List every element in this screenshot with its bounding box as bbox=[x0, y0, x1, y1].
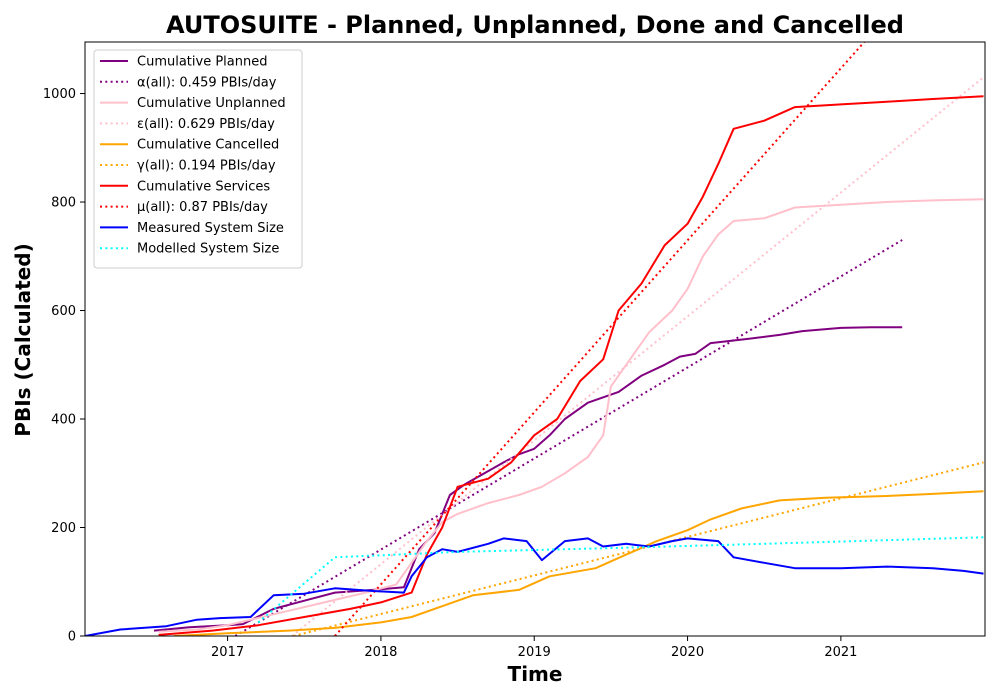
legend-label-4: ε(all): 0.629 PBIs/day bbox=[137, 117, 275, 132]
legend-label-2: α(all): 0.459 PBIs/day bbox=[137, 75, 277, 90]
y-tick-label-200: 200 bbox=[51, 521, 76, 536]
x-tick-label-2021: 2021 bbox=[824, 645, 857, 660]
legend-label-3: Cumulative Unplanned bbox=[137, 96, 286, 111]
series-line-9 bbox=[85, 537, 984, 636]
legend-label-6: γ(all): 0.194 PBIs/day bbox=[137, 159, 276, 174]
series-line-8 bbox=[334, 42, 866, 636]
y-axis-label: PBIs (Calculated) bbox=[11, 243, 35, 436]
series-line-5 bbox=[173, 490, 984, 636]
legend-label-5: Cumulative Cancelled bbox=[137, 138, 279, 153]
legend-box bbox=[93, 49, 303, 269]
series-line-4 bbox=[291, 76, 985, 636]
legend: Cumulative Planned α(all): 0.459 PBIs/day… bbox=[93, 49, 303, 269]
legend-label-1: Cumulative Planned bbox=[137, 55, 267, 70]
y-tick-label-600: 600 bbox=[51, 304, 76, 319]
x-axis: 2017 2018 2019 2020 2021 bbox=[211, 636, 857, 660]
y-tick-label-1000: 1000 bbox=[43, 87, 76, 102]
y-tick-label-800: 800 bbox=[51, 196, 76, 211]
legend-label-7: Cumulative Services bbox=[137, 179, 270, 194]
series-line-1 bbox=[153, 326, 903, 632]
chart-title: AUTOSUITE - Planned, Unplanned, Done and… bbox=[166, 11, 904, 39]
x-tick-label-2017: 2017 bbox=[211, 645, 244, 660]
y-tick-label-0: 0 bbox=[68, 630, 76, 645]
y-tick-label-400: 400 bbox=[51, 413, 76, 428]
x-tick-label-2018: 2018 bbox=[364, 645, 397, 660]
legend-label-9: Measured System Size bbox=[137, 221, 284, 236]
x-tick-label-2020: 2020 bbox=[671, 645, 704, 660]
series-line-2 bbox=[234, 239, 903, 636]
plot-frame bbox=[84, 41, 986, 637]
plot-area bbox=[84, 41, 986, 637]
y-axis: 0 200 400 600 800 1000 bbox=[43, 87, 85, 645]
series-line-3 bbox=[158, 198, 984, 633]
legend-label-8: μ(all): 0.87 PBIs/day bbox=[137, 200, 268, 215]
x-tick-label-2019: 2019 bbox=[518, 645, 551, 660]
series-line-10 bbox=[257, 536, 984, 624]
x-axis-label: Time bbox=[508, 662, 563, 686]
series-line-6 bbox=[293, 461, 984, 636]
legend-label-10: Modelled System Size bbox=[137, 242, 279, 257]
series-line-7 bbox=[158, 95, 984, 636]
